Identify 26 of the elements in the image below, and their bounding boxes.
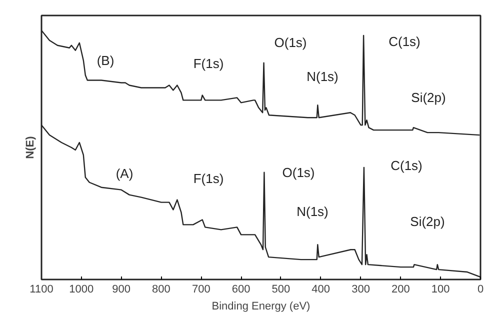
x-tick-label: 900 [112, 284, 130, 296]
annotation: (B) [96, 53, 114, 68]
y-axis-title: N(E) [24, 136, 36, 159]
x-tick-label: 400 [312, 284, 330, 296]
x-tick-label: 300 [352, 284, 370, 296]
x-tick-label: 200 [392, 284, 410, 296]
x-tick-label: 800 [152, 284, 170, 296]
annotation: N(1s) [296, 204, 328, 219]
annotation: O(1s) [282, 165, 315, 180]
x-tick-label: 0 [477, 284, 484, 296]
x-tick-label: 1100 [30, 284, 54, 296]
annotation: O(1s) [274, 35, 307, 50]
annotation: N(1s) [306, 69, 338, 84]
annotation: F(1s) [193, 171, 224, 186]
x-tick-label: 600 [232, 284, 250, 296]
x-tick-label: 100 [431, 284, 450, 296]
annotation: C(1s) [390, 158, 422, 173]
x-tick-label: 1000 [69, 284, 94, 296]
annotation: Si(2p) [410, 214, 445, 229]
x-tick-label: 500 [272, 284, 290, 296]
annotation: F(1s) [193, 56, 224, 71]
annotation: (A) [116, 166, 134, 181]
x-tick-label: 700 [192, 284, 210, 296]
x-axis-title: Binding Energy (eV) [212, 300, 310, 312]
annotation: C(1s) [388, 34, 420, 49]
annotation: Si(2p) [411, 90, 446, 105]
